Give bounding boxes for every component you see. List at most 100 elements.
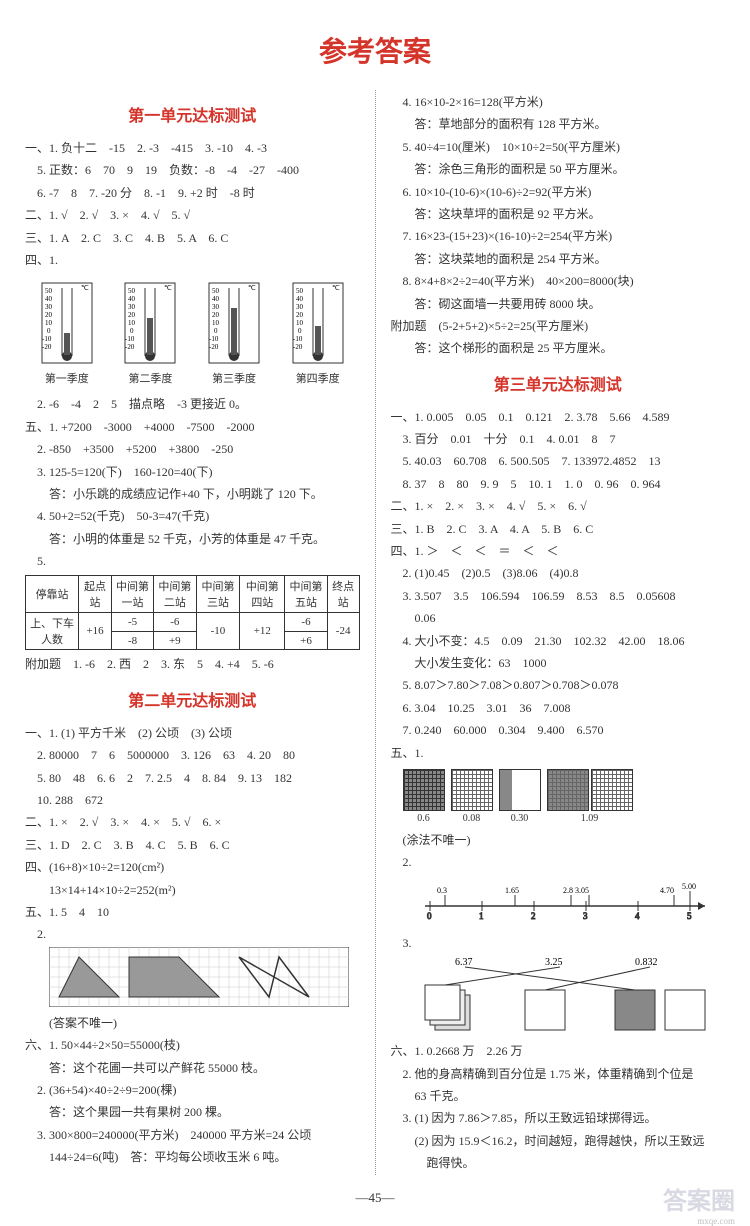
svg-text:-10: -10 xyxy=(293,335,303,343)
dec-block-3: 1.09 xyxy=(547,769,633,824)
u3-s1-l3: 5. 40.03 60.708 6. 500.505 7. 133972.485… xyxy=(391,451,726,471)
svg-text:-20: -20 xyxy=(293,343,303,351)
u2-s6-l6: 144÷24=6(吨) 答：平均每公顷收玉米 6 吨。 xyxy=(25,1147,360,1167)
rt-l8: 答：这块菜地的面积是 254 平方米。 xyxy=(391,249,726,269)
u3-s6-l2: 2. 他的身高精确到百分位是 1.75 米，体重精确到个位是 xyxy=(391,1064,726,1084)
u3-s1-l2: 3. 百分 0.01 十分 0.1 4. 0.01 8 7 xyxy=(391,429,726,449)
svg-text:30: 30 xyxy=(296,303,304,311)
th-0: 停靠站 xyxy=(26,576,79,613)
svg-text:-20: -20 xyxy=(42,343,52,351)
u3-s4-l5: 4. 大小不变：4.5 0.09 21.30 102.32 42.00 18.0… xyxy=(391,631,726,651)
u2-s1-l3: 5. 80 48 6. 6 2 7. 2.5 4 8. 84 9. 13 182 xyxy=(25,768,360,788)
svg-text:10: 10 xyxy=(45,319,53,327)
svg-text:-20: -20 xyxy=(209,343,219,351)
u3-s5-l2h: 2. xyxy=(391,852,726,872)
u3-s6-l5: (2) 因为 15.9＜16.2，时间越短，跑得越快，所以王致远 xyxy=(391,1131,726,1151)
u3-s4-l2: 2. (1)0.45 (2)0.5 (3)8.06 (4)0.8 xyxy=(391,563,726,583)
right-column: 4. 16×10-2×16=128(平方米) 答：草地部分的面积有 128 平方… xyxy=(391,90,726,1175)
u3-s2: 二、1. × 2. × 3. × 4. √ 5. × 6. √ xyxy=(391,496,726,516)
svg-text:40: 40 xyxy=(45,295,53,303)
u3-s4-l8: 6. 3.04 10.25 3.01 36 7.008 xyxy=(391,698,726,718)
number-line: 0 1 2 3 4 5 0.3 1.65 2.8 3.05 4.70 5.00 xyxy=(391,881,726,925)
svg-text:50: 50 xyxy=(45,287,53,295)
u3-s4-l6: 大小发生变化：63 1000 xyxy=(391,653,726,673)
svg-text:40: 40 xyxy=(212,295,220,303)
rt-l3: 5. 40÷4=10(厘米) 10×10÷2=50(平方厘米) xyxy=(391,137,726,157)
svg-text:0: 0 xyxy=(130,327,134,335)
u1-s3: 三、1. A 2. C 3. C 4. B 5. A 6. C xyxy=(25,228,360,248)
u2-s5-l2: 2. xyxy=(25,924,360,944)
u1-s1-l3: 6. -7 8 7. -20 分 8. -1 9. +2 时 -8 时 xyxy=(25,183,360,203)
rt-l9: 8. 8×4+8×2÷2=40(平方米) 40×200=8000(块) xyxy=(391,271,726,291)
dec-block-1: 0.08 xyxy=(451,769,493,824)
u2-s1-l2: 2. 80000 7 6 5000000 3. 126 63 4. 20 80 xyxy=(25,745,360,765)
svg-text:2.8 3.05: 2.8 3.05 xyxy=(563,886,589,895)
u1-s4-l2: 2. -6 -4 2 5 描点略 -3 更接近 0。 xyxy=(25,394,360,414)
svg-text:50: 50 xyxy=(128,287,136,295)
svg-text:20: 20 xyxy=(212,311,220,319)
main-title: 参考答案 xyxy=(25,30,725,70)
watermark: 答案圈 xyxy=(663,1181,735,1216)
dec-block-0: 0.6 xyxy=(403,769,445,824)
unit2-title: 第二单元达标测试 xyxy=(25,687,360,711)
rt-l11: 附加题 (5-2+5+2)×5÷2=25(平方厘米) xyxy=(391,316,726,336)
thermo-1: 5040 3020 100 -10-20 ℃ 第一季度 xyxy=(37,278,97,386)
thermo-3-label: 第三季度 xyxy=(212,370,256,386)
u1-s5-l4: 答：小乐跳的成绩应记作+40 下，小明跳了 120 下。 xyxy=(25,484,360,504)
u3-s5-l1: 五、1. xyxy=(391,743,726,763)
svg-text:6.37: 6.37 xyxy=(455,957,473,968)
thermo-2: 5040 3020 100 -10-20 ℃ 第二季度 xyxy=(120,278,180,386)
u2-s5-l1: 五、1. 5 4 10 xyxy=(25,902,360,922)
u3-s5-l3h: 3. xyxy=(391,933,726,953)
svg-text:5.00: 5.00 xyxy=(682,882,696,891)
svg-text:-10: -10 xyxy=(209,335,219,343)
bus-stop-table: 停靠站 起点站 中间第一站 中间第二站 中间第三站 中间第四站 中间第五站 终点… xyxy=(25,575,360,650)
svg-text:40: 40 xyxy=(128,295,136,303)
dec-lab-3: 1.09 xyxy=(581,813,599,824)
page-number: —45— xyxy=(25,1190,725,1206)
svg-text:℃: ℃ xyxy=(164,284,172,292)
th-7: 终点站 xyxy=(327,576,359,613)
svg-text:50: 50 xyxy=(212,287,220,295)
u3-s4-l9: 7. 0.240 60.000 0.304 9.400 6.570 xyxy=(391,720,726,740)
u2-s2: 二、1. × 2. √ 3. × 4. × 5. √ 6. × xyxy=(25,812,360,832)
u3-s3: 三、1. B 2. C 3. A 4. A 5. B 6. C xyxy=(391,519,726,539)
rt-l12: 答：这个梯形的面积是 25 平方厘米。 xyxy=(391,338,726,358)
decimal-squares: 0.6 0.08 0.30 1.09 xyxy=(391,769,726,824)
svg-text:20: 20 xyxy=(296,311,304,319)
c6a: -24 xyxy=(327,613,359,650)
svg-text:40: 40 xyxy=(296,295,304,303)
u2-s6-l2: 答：这个花圃一共可以产鲜花 55000 枝。 xyxy=(25,1058,360,1078)
th-1: 起点站 xyxy=(79,576,112,613)
rt-l7: 7. 16×23-(15+23)×(16-10)÷2=254(平方米) xyxy=(391,226,726,246)
thermo-2-label: 第二季度 xyxy=(128,370,172,386)
c5b: +6 xyxy=(285,631,327,650)
th-2: 中间第一站 xyxy=(111,576,153,613)
row-label: 上、下车人数 xyxy=(26,613,79,650)
c2b: +9 xyxy=(154,631,196,650)
u2-s5-note: (答案不唯一) xyxy=(25,1013,360,1033)
th-5: 中间第四站 xyxy=(240,576,285,613)
c1a: -5 xyxy=(111,613,153,632)
u2-s6-l4: 答：这个果园一共有果树 200 棵。 xyxy=(25,1102,360,1122)
svg-text:0.832: 0.832 xyxy=(635,957,658,968)
u1-s5-l5: 4. 50+2=52(千克) 50-3=47(千克) xyxy=(25,506,360,526)
u2-s3: 三、1. D 2. C 3. B 4. C 5. B 6. C xyxy=(25,835,360,855)
svg-text:20: 20 xyxy=(45,311,53,319)
th-3: 中间第二站 xyxy=(154,576,196,613)
thermo-4-label: 第四季度 xyxy=(296,370,340,386)
column-divider xyxy=(375,90,376,1175)
thermo-3: 5040 3020 100 -10-20 ℃ 第三季度 xyxy=(204,278,264,386)
c1b: -8 xyxy=(111,631,153,650)
u2-s4-l1: 四、(16+8)×10÷2=120(cm²) xyxy=(25,857,360,877)
u3-s6-l3: 63 千克。 xyxy=(391,1086,726,1106)
u2-grid-figure xyxy=(25,947,360,1011)
u1-s5-table-label: 5. xyxy=(25,551,360,571)
u3-s4-l1: 四、1. ＞ ＜ ＜ ＝ ＜ ＜ xyxy=(391,541,726,561)
svg-text:℃: ℃ xyxy=(81,284,89,292)
watermark-url: mxqe.com xyxy=(697,1216,735,1226)
dec-lab-0: 0.6 xyxy=(417,813,430,824)
rt-l10: 答：砌这面墙一共要用砖 8000 块。 xyxy=(391,294,726,314)
svg-text:30: 30 xyxy=(45,303,53,311)
u3-s1-l1: 一、1. 0.005 0.05 0.1 0.121 2. 3.78 5.66 4… xyxy=(391,407,726,427)
